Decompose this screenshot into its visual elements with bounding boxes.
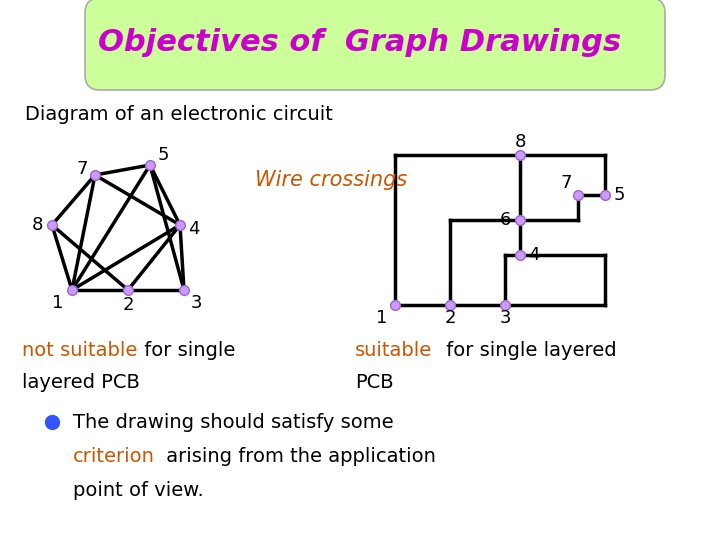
Text: arising from the application: arising from the application — [160, 448, 436, 467]
Text: 5: 5 — [613, 186, 625, 204]
Text: for single: for single — [138, 341, 235, 360]
Text: PCB: PCB — [355, 374, 394, 393]
Text: 1: 1 — [53, 294, 63, 312]
Text: 8: 8 — [31, 216, 42, 234]
Text: 1: 1 — [377, 309, 387, 327]
Text: not suitable: not suitable — [22, 341, 138, 360]
Text: suitable: suitable — [355, 341, 432, 360]
Text: Objectives of  Graph Drawings: Objectives of Graph Drawings — [99, 28, 621, 57]
Text: 4: 4 — [188, 220, 199, 238]
FancyBboxPatch shape — [85, 0, 665, 90]
Text: 3: 3 — [190, 294, 202, 312]
Text: Diagram of an electronic circuit: Diagram of an electronic circuit — [25, 105, 333, 125]
Text: layered PCB: layered PCB — [22, 374, 140, 393]
Text: 5: 5 — [157, 146, 168, 164]
Text: Wire crossings: Wire crossings — [255, 170, 408, 190]
Text: 7: 7 — [560, 174, 572, 192]
Text: 4: 4 — [528, 246, 540, 264]
Text: 7: 7 — [76, 160, 88, 178]
Text: The drawing should satisfy some: The drawing should satisfy some — [73, 413, 394, 431]
Text: 2: 2 — [444, 309, 456, 327]
Text: point of view.: point of view. — [73, 481, 204, 500]
Text: criterion: criterion — [73, 448, 155, 467]
Text: for single layered: for single layered — [440, 341, 616, 360]
Text: 8: 8 — [514, 133, 526, 151]
Text: 2: 2 — [122, 296, 134, 314]
Text: 3: 3 — [499, 309, 510, 327]
Text: 6: 6 — [499, 211, 510, 229]
